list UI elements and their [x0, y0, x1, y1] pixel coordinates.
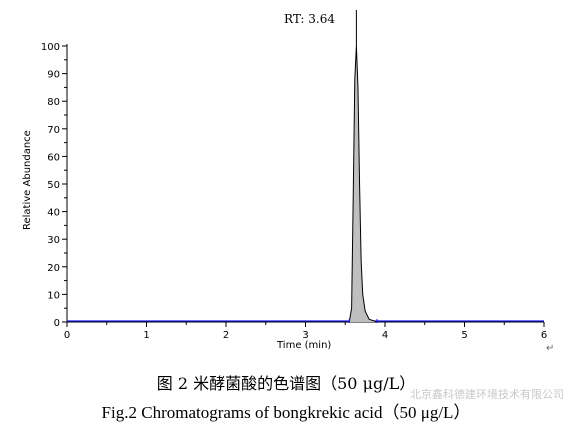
return-mark: ↵ [546, 343, 555, 354]
y-tick-label: 60 [47, 152, 60, 163]
x-tick-label: 1 [143, 330, 149, 341]
figure-caption-english: Fig.2 Chromatograms of bongkrekic acid（5… [101, 403, 471, 422]
x-tick-label: 5 [461, 330, 467, 341]
x-tick-label: 3 [302, 330, 308, 341]
watermark: 北京鑫科德建环境技术有限公司 [410, 388, 564, 401]
chromatogram-trace [67, 45, 544, 323]
x-axis-label: Time (min) [277, 340, 332, 351]
x-tick-label: 0 [64, 330, 70, 341]
y-axis-label: Relative Abundance [22, 130, 33, 230]
peak-area [67, 46, 544, 322]
y-tick-label: 50 [47, 180, 60, 191]
y-tick-label: 90 [47, 70, 60, 81]
y-tick-label: 100 [41, 42, 60, 53]
y-tick-label: 10 [47, 290, 60, 301]
y-tick-label: 80 [47, 97, 60, 108]
x-tick-label: 2 [223, 330, 229, 341]
y-tick-label: 0 [54, 318, 60, 329]
peak-label: RT: 3.64 [284, 12, 335, 26]
y-tick-label: 20 [47, 263, 60, 274]
x-tick-label: 6 [541, 330, 547, 341]
figure-caption-chinese: 图 2 米酵菌酸的色谱图（50 μg/L） [156, 374, 416, 393]
x-tick-label: 4 [382, 330, 388, 341]
y-tick-label: 30 [47, 235, 60, 246]
y-tick-label: 70 [47, 125, 60, 136]
y-tick-label: 40 [47, 208, 60, 219]
